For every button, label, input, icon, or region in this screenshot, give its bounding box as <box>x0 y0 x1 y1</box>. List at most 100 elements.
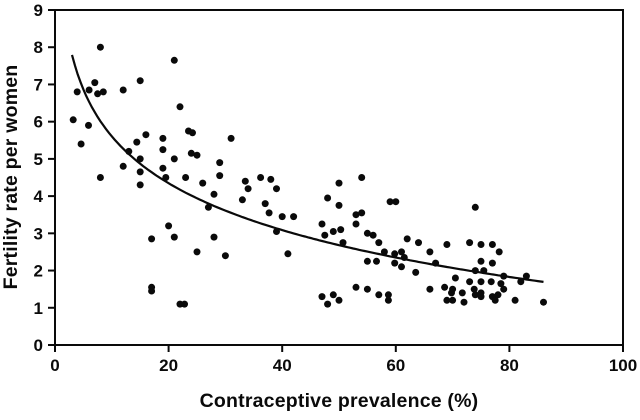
data-point <box>182 174 190 181</box>
data-point <box>517 278 525 286</box>
data-point <box>380 248 388 256</box>
data-point <box>284 250 292 258</box>
y-tick-label: 9 <box>34 1 43 20</box>
data-point <box>443 296 451 304</box>
data-point <box>352 220 360 228</box>
y-tick-label: 2 <box>34 262 43 281</box>
data-point <box>136 77 144 85</box>
data-point <box>73 88 81 96</box>
data-point <box>443 241 451 248</box>
trend-line <box>70 54 544 283</box>
data-point <box>352 283 360 291</box>
data-point <box>267 175 275 183</box>
data-point <box>466 239 474 247</box>
data-point <box>352 211 360 219</box>
data-point <box>148 287 156 295</box>
data-points <box>69 43 547 308</box>
data-point <box>125 147 133 155</box>
data-point <box>494 291 502 299</box>
data-point <box>216 172 224 180</box>
data-point <box>488 241 496 248</box>
data-point <box>335 296 343 304</box>
data-point <box>398 248 405 256</box>
data-point <box>221 252 229 260</box>
data-point <box>511 296 519 304</box>
data-point <box>321 231 329 239</box>
data-point <box>477 257 485 265</box>
data-point <box>91 79 99 87</box>
data-point <box>392 198 400 206</box>
data-point <box>477 278 485 286</box>
data-point <box>185 127 192 135</box>
x-tick-label: 0 <box>50 356 59 375</box>
data-point <box>318 220 326 228</box>
data-point <box>119 162 127 170</box>
data-point <box>265 209 273 217</box>
data-point <box>136 181 144 189</box>
data-point <box>136 168 144 176</box>
x-tick-label: 60 <box>386 356 405 375</box>
data-point <box>96 174 104 181</box>
data-point <box>384 296 392 304</box>
data-point <box>363 285 371 293</box>
data-point <box>165 222 173 230</box>
data-point <box>119 86 127 94</box>
y-tick-label: 6 <box>34 113 43 132</box>
data-point <box>216 159 224 167</box>
data-point <box>159 146 167 154</box>
data-point <box>449 296 457 304</box>
data-point <box>261 200 269 208</box>
data-point <box>85 121 92 129</box>
data-point <box>193 248 201 256</box>
data-point <box>244 185 252 193</box>
data-point <box>210 190 218 198</box>
y-tick-label: 8 <box>34 38 43 57</box>
data-point <box>363 257 371 265</box>
data-point <box>77 140 85 148</box>
data-point <box>400 254 408 261</box>
data-point <box>337 226 345 234</box>
data-point <box>335 179 343 187</box>
data-point <box>495 248 503 256</box>
data-point <box>375 239 383 247</box>
data-point <box>170 56 178 64</box>
y-axis-title: Fertility rate per women <box>0 65 22 290</box>
y-tick-label: 1 <box>34 299 43 318</box>
data-point <box>335 201 343 209</box>
data-point <box>170 233 178 241</box>
data-point <box>199 179 207 187</box>
x-tick-label: 40 <box>273 356 292 375</box>
data-point <box>142 131 150 139</box>
x-axis-title: Contraceptive prevalence (%) <box>200 390 479 412</box>
data-point <box>471 203 479 211</box>
data-point <box>426 248 434 256</box>
data-point <box>466 278 474 286</box>
data-point <box>181 300 188 308</box>
data-point <box>96 43 104 51</box>
data-point <box>497 280 505 288</box>
data-point <box>329 291 337 299</box>
data-point <box>69 116 77 124</box>
data-point <box>363 229 371 237</box>
y-tick-label: 3 <box>34 224 43 243</box>
data-point <box>470 285 478 293</box>
data-point <box>432 259 440 267</box>
data-point <box>278 213 286 221</box>
data-point <box>204 203 212 211</box>
data-point <box>193 151 201 159</box>
y-tick-label: 4 <box>34 187 44 206</box>
data-point <box>85 86 93 94</box>
data-point <box>488 259 496 267</box>
data-point <box>187 149 195 157</box>
data-point <box>369 231 377 239</box>
data-point <box>339 239 347 247</box>
data-point <box>451 274 459 282</box>
data-point <box>391 250 399 258</box>
data-point <box>480 267 488 275</box>
data-point <box>159 134 167 142</box>
y-tick-label: 0 <box>34 336 43 355</box>
plot-border <box>54 9 624 346</box>
data-point <box>227 134 235 142</box>
